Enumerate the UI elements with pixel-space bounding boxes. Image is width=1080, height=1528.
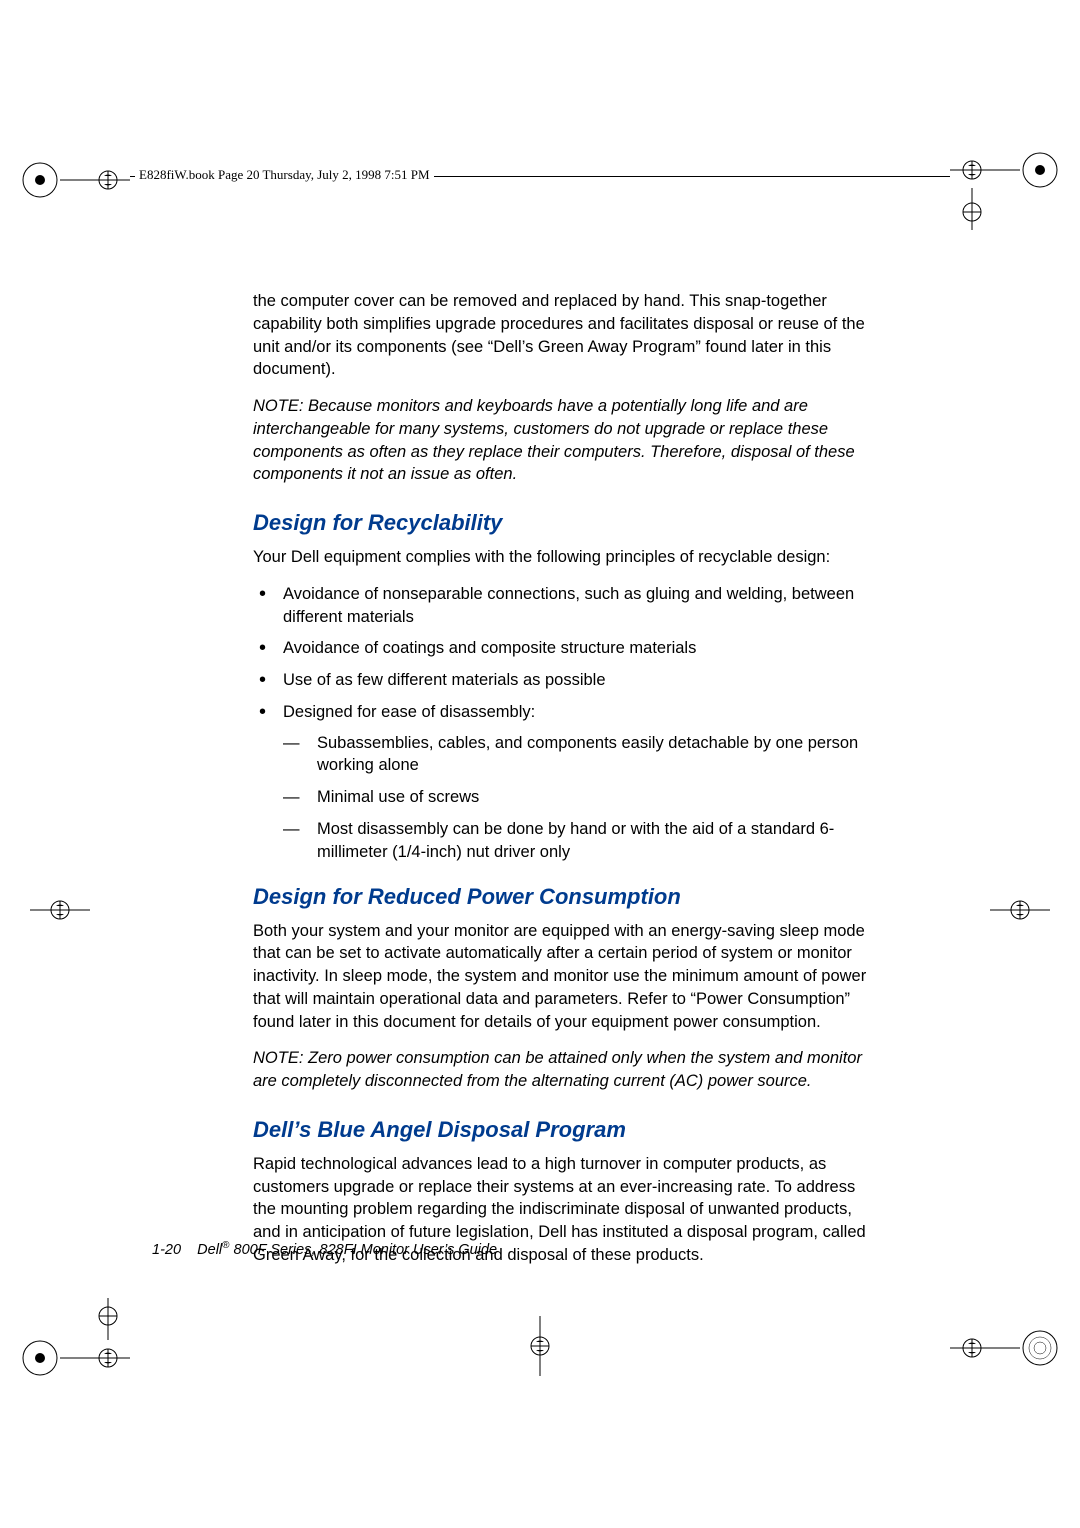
- page-footer: 1-20 Dell® 800F Series, 828FI Monitor Us…: [152, 1240, 497, 1258]
- crop-mark-top-left: [20, 150, 130, 210]
- heading-power: Design for Reduced Power Consumption: [253, 884, 873, 910]
- crop-mark-mid-right: [990, 890, 1050, 930]
- dash-item: Minimal use of screws: [283, 786, 873, 809]
- bullet-item: Avoidance of nonseparable connections, s…: [253, 583, 873, 629]
- crop-mark-bottom-right: [950, 1318, 1060, 1378]
- heading-recyclability: Design for Recyclability: [253, 510, 873, 536]
- crop-mark-bottom-left: [20, 1298, 130, 1378]
- footer-title: 800F Series, 828FI Monitor User’s Guide: [230, 1242, 498, 1258]
- page-number: 1-20: [152, 1242, 181, 1258]
- bullet-item: Designed for ease of disassembly: Subass…: [253, 701, 873, 864]
- dash-item: Most disassembly can be done by hand or …: [283, 818, 873, 864]
- recycle-lead: Your Dell equipment complies with the fo…: [253, 546, 873, 569]
- footer-brand: Dell: [197, 1242, 222, 1258]
- registered-trademark-icon: ®: [222, 1240, 229, 1251]
- crop-mark-bottom-center: [520, 1316, 560, 1376]
- crop-mark-mid-left: [30, 890, 90, 930]
- recycle-bullets: Avoidance of nonseparable connections, s…: [253, 583, 873, 864]
- power-body: Both your system and your monitor are eq…: [253, 920, 873, 1034]
- bullet-text: Designed for ease of disassembly:: [283, 703, 535, 721]
- dash-item: Subassemblies, cables, and components ea…: [283, 732, 873, 778]
- power-note: NOTE: Zero power consumption can be atta…: [253, 1047, 873, 1093]
- bullet-item: Avoidance of coatings and composite stru…: [253, 637, 873, 660]
- intro-note: NOTE: Because monitors and keyboards hav…: [253, 395, 873, 486]
- heading-blueangel: Dell’s Blue Angel Disposal Program: [253, 1117, 873, 1143]
- intro-paragraph: the computer cover can be removed and re…: [253, 290, 873, 381]
- sub-bullets: Subassemblies, cables, and components ea…: [283, 732, 873, 864]
- bullet-item: Use of as few different materials as pos…: [253, 669, 873, 692]
- crop-mark-top-right: [950, 150, 1060, 230]
- running-head: E828fiW.book Page 20 Thursday, July 2, 1…: [135, 167, 434, 183]
- page-content: the computer cover can be removed and re…: [253, 290, 873, 1281]
